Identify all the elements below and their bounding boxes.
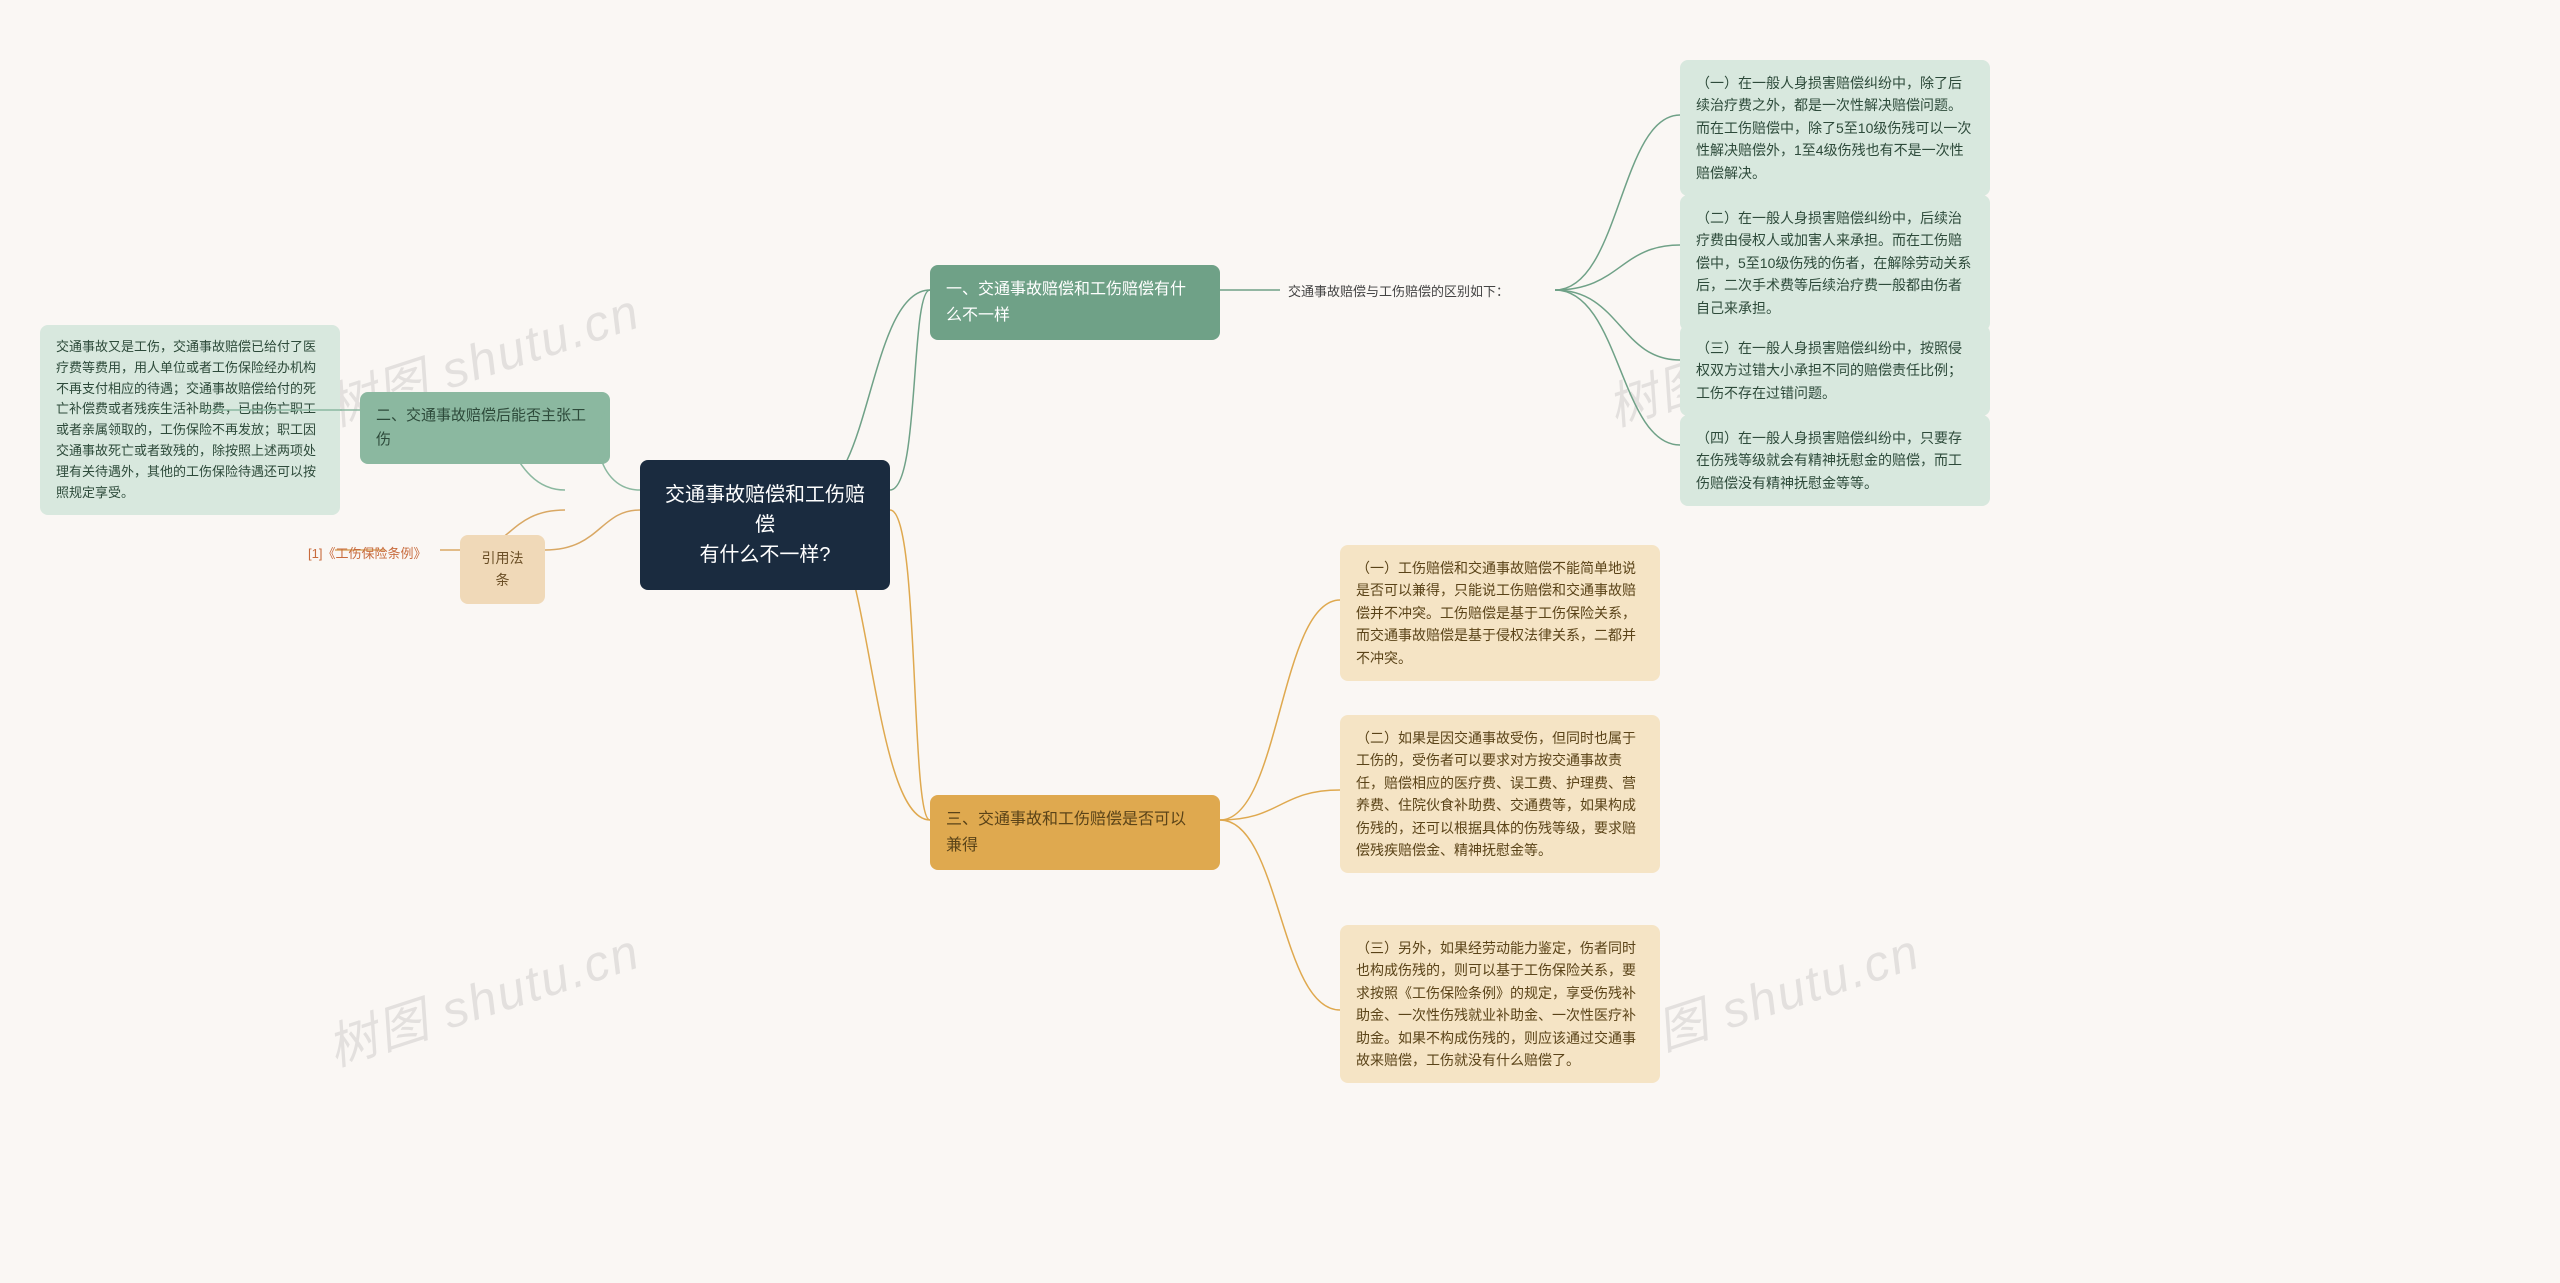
section1-leaf-1: （一）在一般人身损害赔偿纠纷中，除了后续治疗费之外，都是一次性解决赔偿问题。而在… (1680, 60, 1990, 196)
section2-leaf-text: 交通事故又是工伤，交通事故赔偿已给付了医疗费等费用，用人单位或者工伤保险经办机构… (56, 339, 316, 500)
section3-title: 三、交通事故和工伤赔偿是否可以兼得 (930, 795, 1220, 870)
root-node: 交通事故赔偿和工伤赔偿有什么不一样? (640, 460, 890, 590)
section3-leaf-3-text: （三）另外，如果经劳动能力鉴定，伤者同时也构成伤残的，则可以基于工伤保险关系，要… (1356, 940, 1636, 1068)
citation-title: 引用法条 (460, 535, 545, 604)
section1-leaf-1-text: （一）在一般人身损害赔偿纠纷中，除了后续治疗费之外，都是一次性解决赔偿问题。而在… (1696, 75, 1971, 181)
section1-sub-text: 交通事故赔偿与工伤赔偿的区别如下： (1288, 284, 1509, 299)
citation-leaf: [1]《工伤保险条例》 (300, 540, 434, 569)
watermark: 树图 shutu.cn (317, 912, 648, 1081)
section2-title: 二、交通事故赔偿后能否主张工伤 (360, 392, 610, 464)
section1-leaf-3-text: （三）在一般人身损害赔偿纠纷中，按照侵权双方过错大小承担不同的赔偿责任比例；工伤… (1696, 340, 1962, 401)
section3-leaf-1-text: （一）工伤赔偿和交通事故赔偿不能简单地说是否可以兼得，只能说工伤赔偿和交通事故赔… (1356, 560, 1636, 666)
section2-leaf: 交通事故又是工伤，交通事故赔偿已给付了医疗费等费用，用人单位或者工伤保险经办机构… (40, 325, 340, 515)
section3-leaf-1: （一）工伤赔偿和交通事故赔偿不能简单地说是否可以兼得，只能说工伤赔偿和交通事故赔… (1340, 545, 1660, 681)
section1-leaf-4-text: （四）在一般人身损害赔偿纠纷中，只要存在伤残等级就会有精神抚慰金的赔偿，而工伤赔… (1696, 430, 1962, 491)
citation-leaf-text: [1]《工伤保险条例》 (308, 546, 426, 561)
connector-lines-extra (0, 0, 2560, 1283)
section2-title-text: 二、交通事故赔偿后能否主张工伤 (376, 407, 586, 448)
connector-lines-fix (0, 0, 2560, 1283)
citation-title-text: 引用法条 (482, 550, 524, 588)
section3-leaf-2: （二）如果是因交通事故受伤，但同时也属于工伤的，受伤者可以要求对方按交通事故责任… (1340, 715, 1660, 873)
section1-title: 一、交通事故赔偿和工伤赔偿有什么不一样 (930, 265, 1220, 340)
section1-leaf-2-text: （二）在一般人身损害赔偿纠纷中，后续治疗费由侵权人或加害人来承担。而在工伤赔偿中… (1696, 210, 1971, 316)
connector-lines (0, 0, 2560, 1283)
section1-leaf-2: （二）在一般人身损害赔偿纠纷中，后续治疗费由侵权人或加害人来承担。而在工伤赔偿中… (1680, 195, 1990, 331)
root-text: 交通事故赔偿和工伤赔偿有什么不一样? (665, 484, 865, 566)
section1-leaf-3: （三）在一般人身损害赔偿纠纷中，按照侵权双方过错大小承担不同的赔偿责任比例；工伤… (1680, 325, 1990, 416)
section3-leaf-2-text: （二）如果是因交通事故受伤，但同时也属于工伤的，受伤者可以要求对方按交通事故责任… (1356, 730, 1636, 858)
section1-title-text: 一、交通事故赔偿和工伤赔偿有什么不一样 (946, 281, 1186, 324)
section1-leaf-4: （四）在一般人身损害赔偿纠纷中，只要存在伤残等级就会有精神抚慰金的赔偿，而工伤赔… (1680, 415, 1990, 506)
section1-sub: 交通事故赔偿与工伤赔偿的区别如下： (1280, 278, 1517, 307)
section3-leaf-3: （三）另外，如果经劳动能力鉴定，伤者同时也构成伤残的，则可以基于工伤保险关系，要… (1340, 925, 1660, 1083)
section3-title-text: 三、交通事故和工伤赔偿是否可以兼得 (946, 811, 1186, 854)
